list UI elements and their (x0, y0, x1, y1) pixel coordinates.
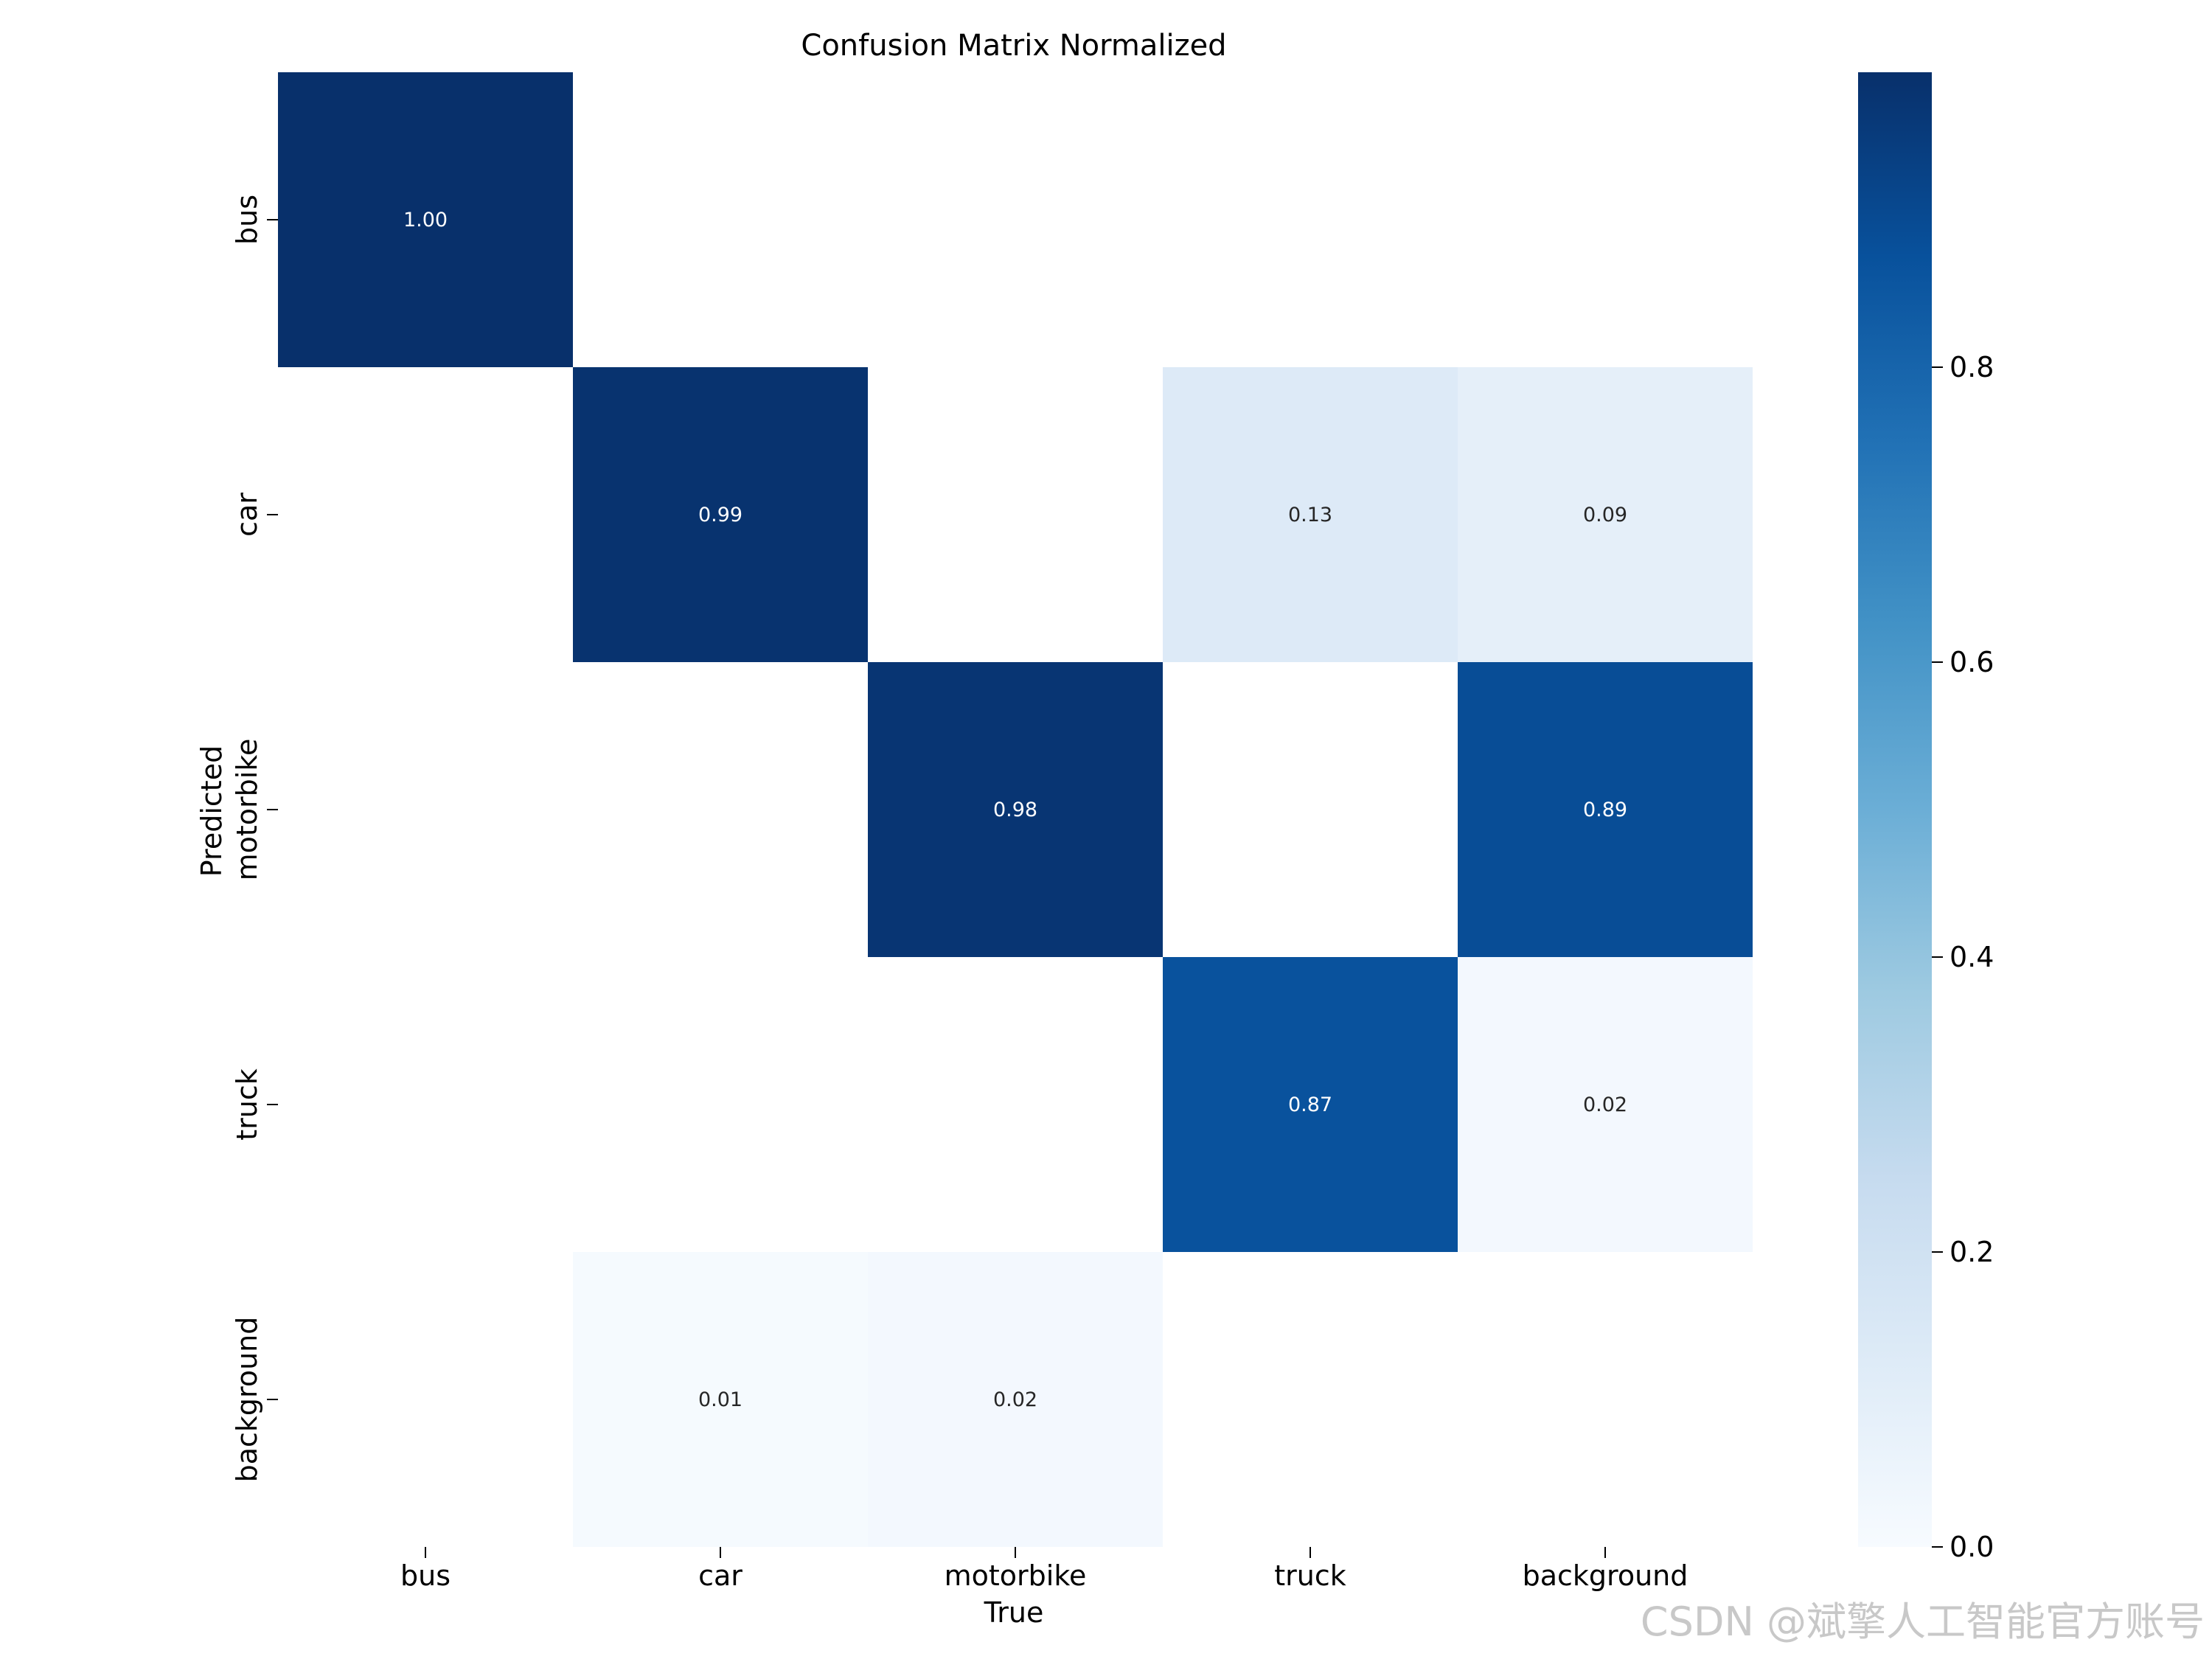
heatmap-cell-label: 0.02 (993, 1388, 1037, 1411)
heatmap-cell-label: 0.02 (1583, 1093, 1627, 1116)
x-tick-label: car (698, 1559, 742, 1592)
heatmap-cell (573, 1252, 868, 1547)
colorbar (1858, 72, 1932, 1547)
heatmap-cell (573, 367, 868, 662)
y-tick-label: truck (231, 1068, 263, 1141)
y-tick-label: motorbike (231, 739, 263, 881)
y-tick-label: background (231, 1317, 263, 1483)
heatmap-cell (1458, 957, 1753, 1252)
y-axis-ticks: bus car motorbike truck background (231, 195, 278, 1482)
y-axis-label: Predicted (195, 745, 228, 877)
y-tick-label: bus (231, 195, 263, 245)
x-axis-ticks: bus car motorbike truck background (400, 1547, 1688, 1592)
heatmap-cell (1163, 367, 1458, 662)
colorbar-tick-label: 0.6 (1950, 646, 1994, 678)
heatmap-cell-label: 1.00 (403, 209, 448, 232)
heatmap-cell-label: 0.01 (698, 1388, 742, 1411)
colorbar-tick-label: 0.4 (1950, 941, 1994, 973)
x-tick-label: bus (400, 1559, 451, 1592)
colorbar-tick-label: 0.0 (1950, 1531, 1994, 1563)
y-tick-label: car (231, 493, 263, 537)
heatmap-cell-labels: 1.00 0.99 0.13 0.09 0.98 0.89 0.87 0.02 0.01 0.02 (403, 209, 1627, 1411)
x-tick-label: motorbike (945, 1559, 1087, 1592)
heatmap-cell-label: 0.87 (1288, 1093, 1332, 1116)
heatmap-cell-label: 0.98 (993, 799, 1037, 821)
colorbar-tick-label: 0.8 (1950, 351, 1994, 383)
heatmap-cell-label: 0.09 (1583, 504, 1627, 526)
colorbar-ticks: 0.0 0.2 0.4 0.6 0.8 (1932, 351, 1994, 1563)
heatmap-cell (868, 662, 1163, 957)
heatmap-cell (868, 1252, 1163, 1547)
x-axis-label: True (984, 1596, 1044, 1629)
heatmap-cell-label: 0.13 (1288, 504, 1332, 526)
heatmap-cell (1163, 957, 1458, 1252)
x-tick-label: background (1523, 1559, 1688, 1592)
heatmap-cell (278, 72, 573, 367)
heatmap-cells (278, 72, 1753, 1547)
heatmap-cell-label: 0.89 (1583, 799, 1627, 821)
x-tick-label: truck (1274, 1559, 1346, 1592)
chart-title: Confusion Matrix Normalized (801, 29, 1226, 63)
heatmap-cell (1458, 662, 1753, 957)
colorbar-tick-label: 0.2 (1950, 1236, 1994, 1268)
watermark-text: CSDN @斌擎人工智能官方账号 (1641, 1599, 2205, 1645)
heatmap-cell (1458, 367, 1753, 662)
heatmap-cell-label: 0.99 (698, 504, 742, 526)
